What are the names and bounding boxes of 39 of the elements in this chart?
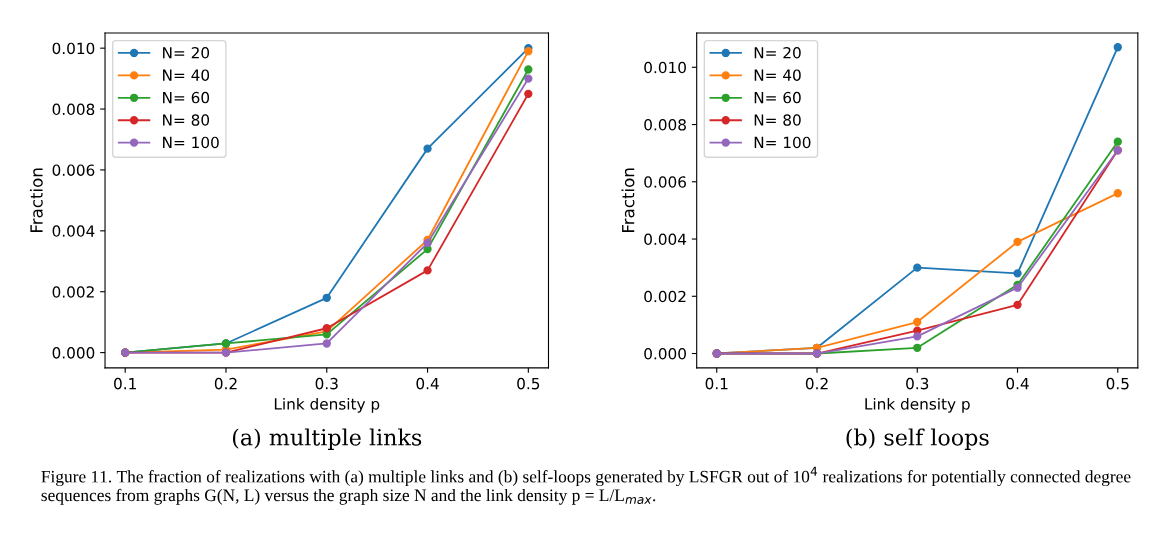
x-tick-label: 0.4 xyxy=(416,377,439,390)
y-tick-label: 0.004 xyxy=(644,233,687,246)
text: (a) multiple links xyxy=(232,428,422,450)
text: Figure 11. The fraction of realizations with (a) multiple links and (b) self-loops generated by LSFGR out of 10$^{4}$ realizations for potentially connected degree sequences from graphs G(N, L) versus the graph size N and the link density p = L/L$_{max}$. xyxy=(41,466,1131,505)
y-tick-label: 0.000 xyxy=(52,347,95,359)
x-tick-label: 0.1 xyxy=(114,377,136,390)
y-tick-label: 0.006 xyxy=(52,164,95,176)
y-axis-title: Fraction xyxy=(621,168,635,233)
text: (b) self loops xyxy=(846,428,989,450)
x-tick-label: 0.2 xyxy=(214,377,237,390)
legend-label: N= 40 xyxy=(754,69,801,81)
x-tick-label: 0.4 xyxy=(1006,377,1029,390)
legend-label: N= 80 xyxy=(754,114,801,126)
legend-label: N= 80 xyxy=(163,114,210,126)
x-axis-title: Link density p xyxy=(274,397,380,413)
x-tick-label: 0.3 xyxy=(315,377,338,390)
y-tick-label: 0.008 xyxy=(52,103,95,116)
y-tick-label: 0.000 xyxy=(644,347,686,360)
legend-label: N= 60 xyxy=(754,91,801,104)
y-tick-label: 0.008 xyxy=(644,119,686,131)
y-tick-label: 0.010 xyxy=(644,61,686,74)
legend-label: N= 20 xyxy=(163,46,210,59)
legend-label: N= 60 xyxy=(163,91,210,104)
x-axis-title: Link density p xyxy=(865,397,970,413)
legend-label: N= 100 xyxy=(163,136,219,149)
x-tick-label: 0.3 xyxy=(906,377,929,390)
legend-label: N= 100 xyxy=(754,136,811,149)
x-tick-label: 0.2 xyxy=(805,377,828,390)
y-tick-label: 0.006 xyxy=(644,176,687,188)
legend-label: N= 20 xyxy=(754,46,801,59)
x-tick-label: 0.5 xyxy=(1106,377,1129,390)
y-tick-label: 0.004 xyxy=(52,225,95,237)
legend-label: N= 40 xyxy=(163,69,210,81)
y-tick-label: 0.002 xyxy=(52,286,94,298)
x-tick-label: 0.5 xyxy=(517,377,540,390)
y-axis-title: Fraction xyxy=(29,168,43,233)
x-tick-label: 0.1 xyxy=(705,377,728,390)
y-tick-label: 0.010 xyxy=(52,42,95,55)
y-tick-label: 0.002 xyxy=(644,290,686,303)
